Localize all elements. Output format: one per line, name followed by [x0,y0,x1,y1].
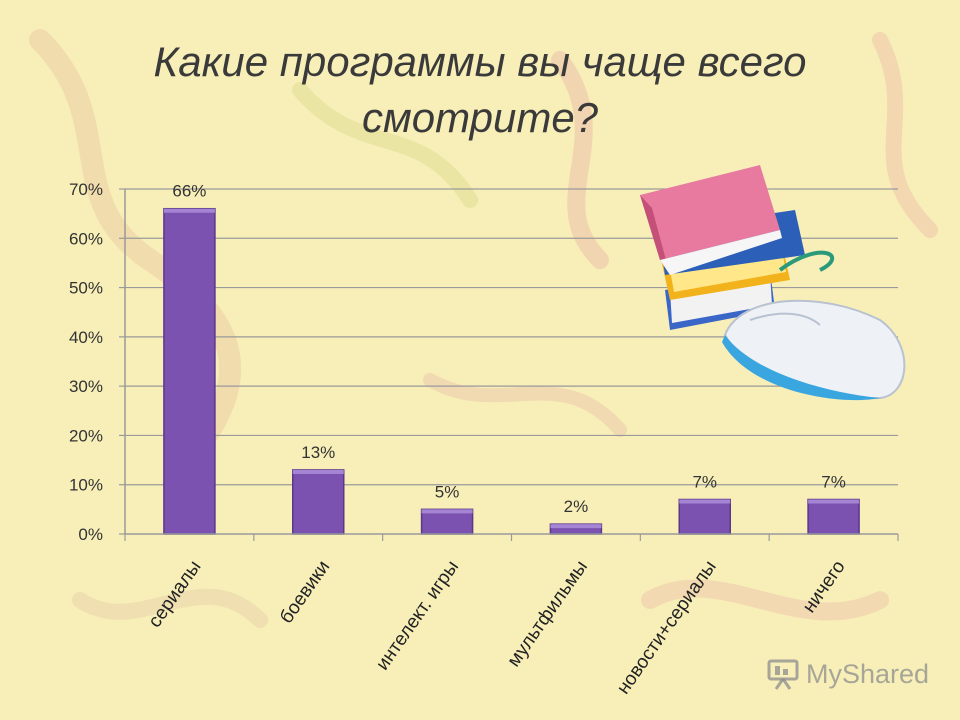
x-category-label: сериалы [144,557,205,632]
axes [124,189,899,541]
grid-lines [125,188,898,486]
data-labels: 66% 13% 5% 2% 7% 7% [172,182,845,516]
bar [163,207,216,535]
x-category-label: мультфильмы [503,557,592,671]
y-axis-ticks: 0% 10% 20% 30% 40% 50% 60% 70% [69,180,125,544]
data-label: 2% [564,497,589,516]
presentation-icon [767,659,799,690]
bar [292,469,345,535]
data-label: 5% [435,482,460,501]
y-tick-label: 60% [69,229,103,248]
bar-highlight [550,524,602,529]
y-tick-label: 40% [69,328,103,347]
data-label: 7% [821,473,846,492]
x-category-label: интелект. игры [372,557,463,674]
bar-highlight [421,509,473,514]
computer-mouse-icon [722,299,906,401]
y-tick-label: 20% [69,426,103,445]
data-label: 66% [172,182,206,201]
bar [678,498,731,535]
y-tick-label: 10% [69,476,103,495]
y-tick-label: 30% [69,377,103,396]
bar-highlight [292,469,344,474]
x-category-label: боевики [276,557,334,628]
x-category-label: новости+сериалы [613,557,721,698]
y-tick-label: 50% [69,279,103,298]
bar [807,498,860,535]
books-icon [640,165,805,330]
bars [163,207,860,535]
data-label: 13% [301,443,335,462]
y-tick-label: 70% [69,180,103,199]
watermark-text: MyShared [806,658,930,689]
bar-highlight [163,208,215,213]
y-tick-label: 0% [78,525,103,544]
x-axis-labels: сериалы боевики интелект. игры мультфильмы н… [144,557,849,698]
slide-title: Какие программы вы чаще всего смотрите? [153,38,807,141]
bar [420,508,474,535]
watermark: MyShared [766,654,929,694]
bar-highlight [808,499,860,504]
bar-highlight [679,499,731,504]
data-label: 7% [692,473,717,492]
books-and-mouse-illustration [640,165,906,401]
x-category-label: ничего [799,557,850,617]
